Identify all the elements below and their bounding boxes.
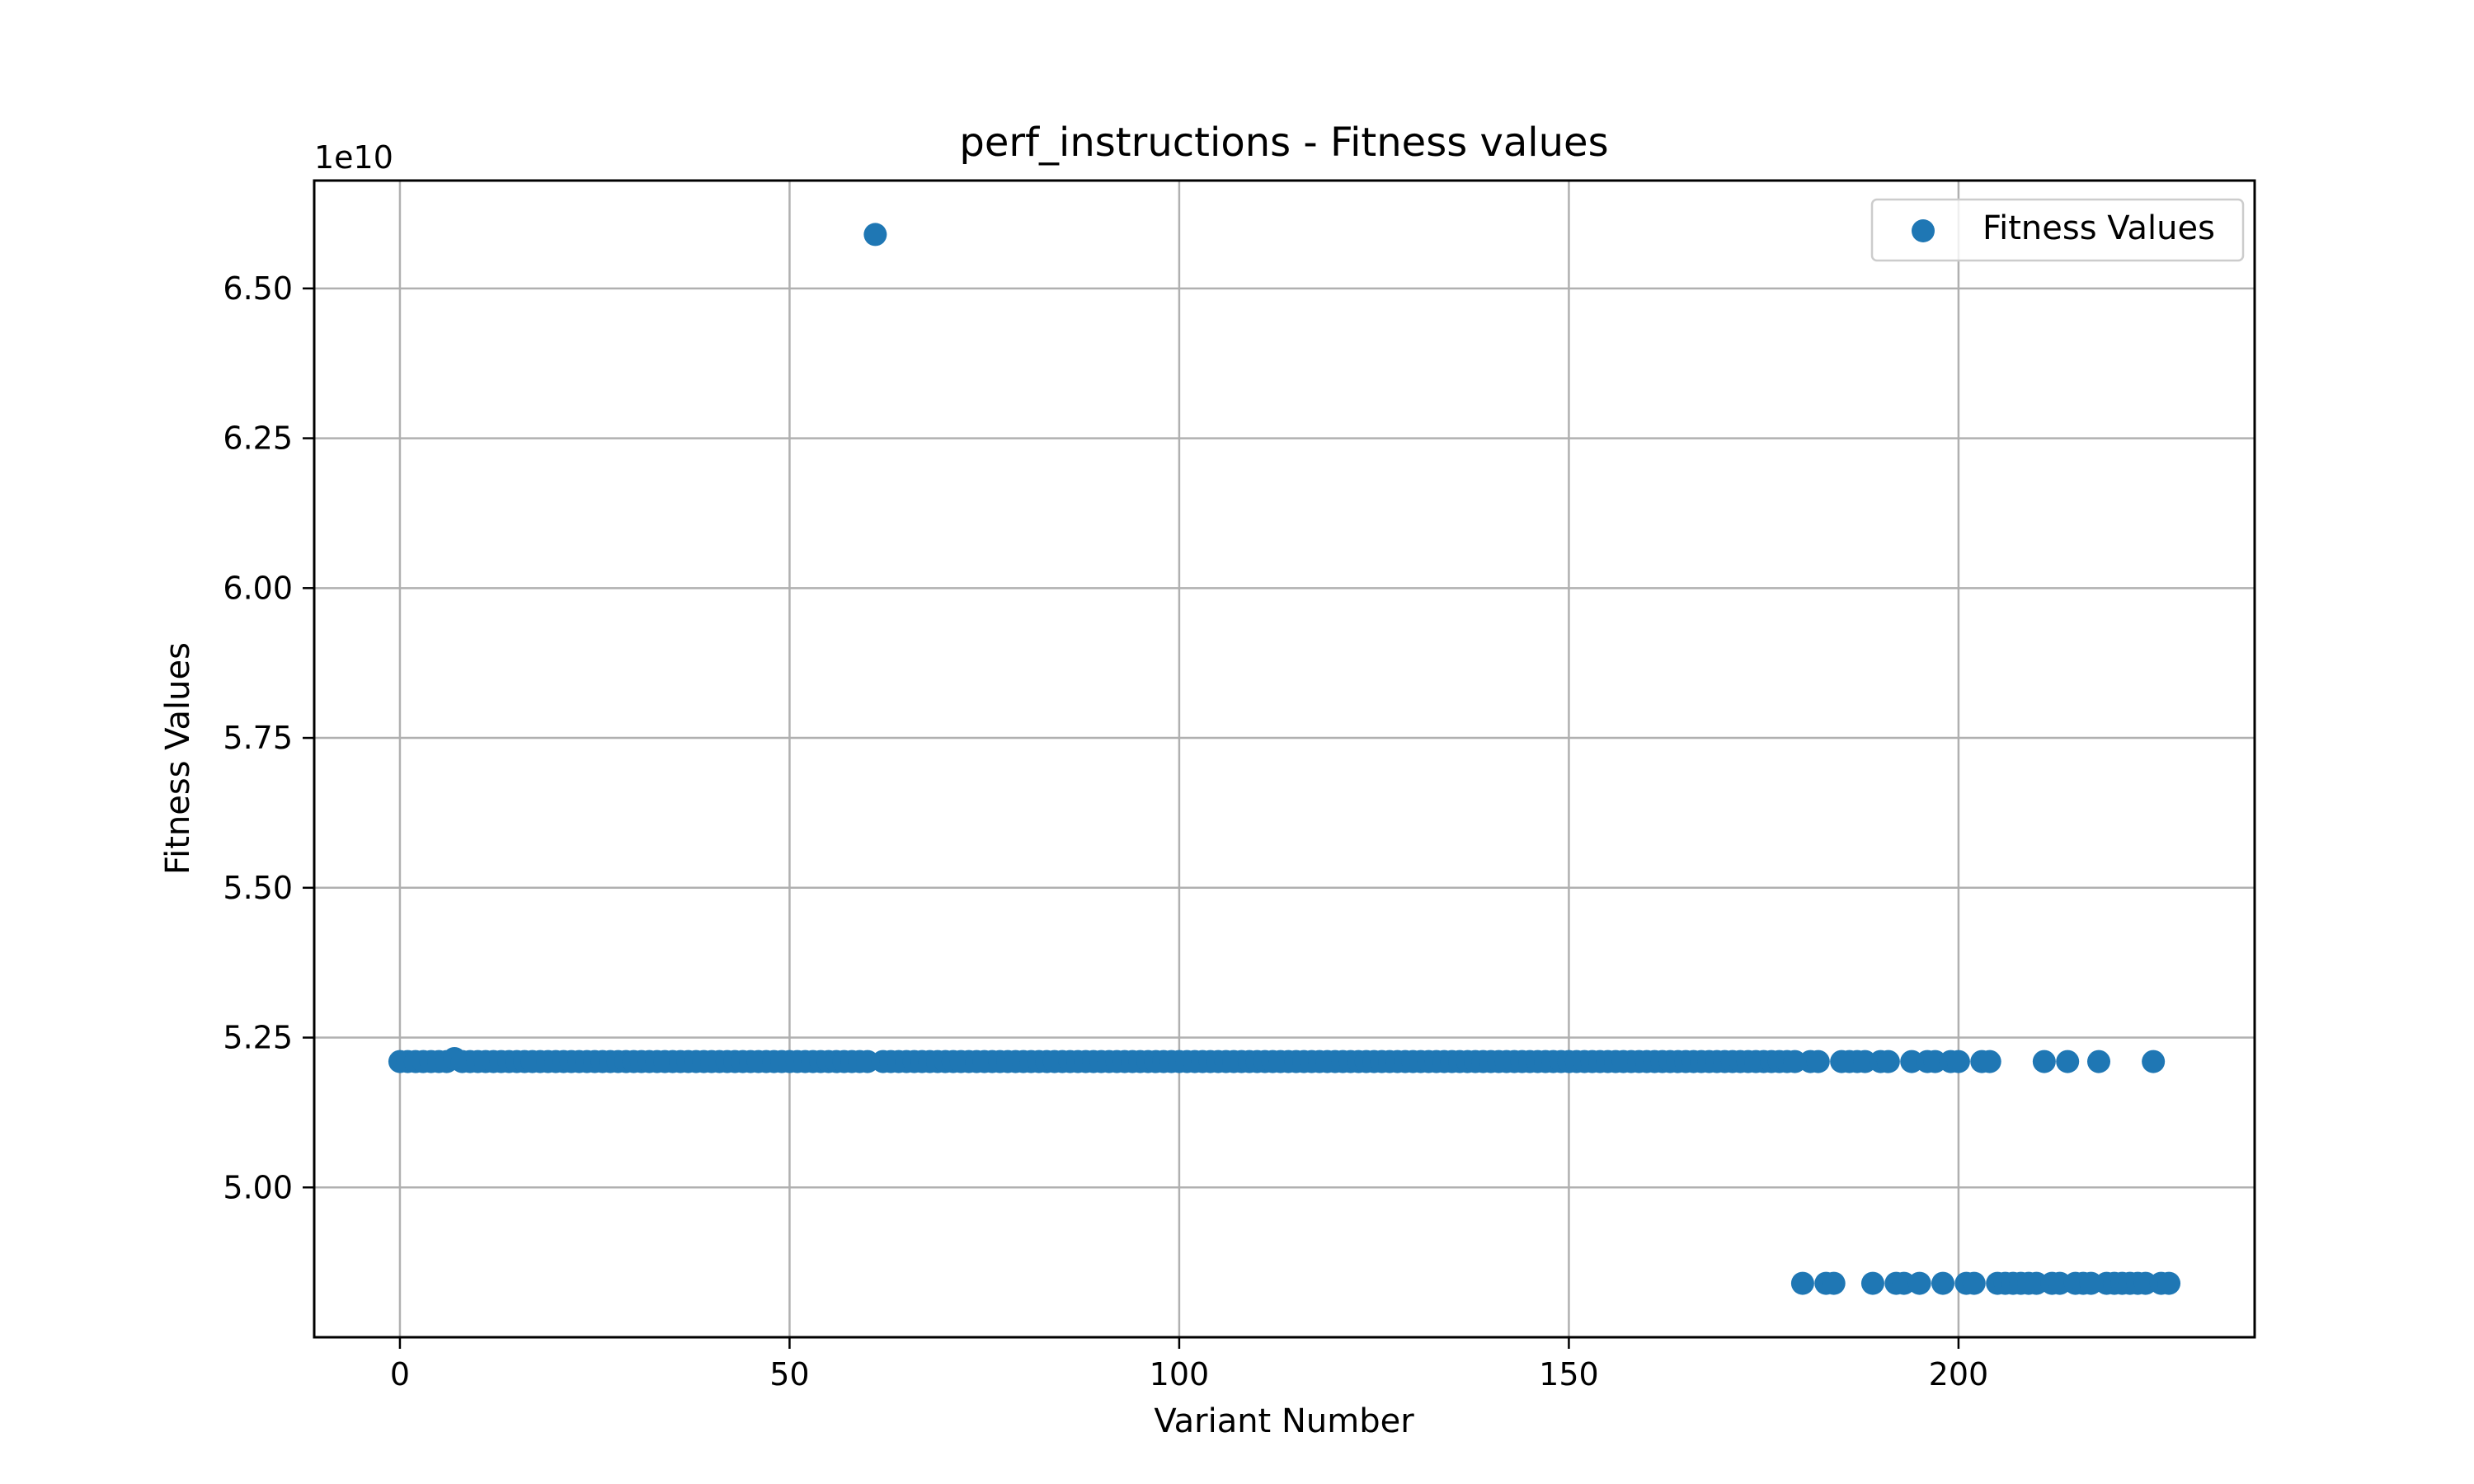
- data-point: [2056, 1050, 2080, 1073]
- data-point: [2157, 1271, 2181, 1295]
- data-point: [1790, 1271, 1814, 1295]
- data-point: [1822, 1271, 1846, 1295]
- y-tick-label: 6.25: [223, 420, 293, 457]
- data-point: [1946, 1050, 1970, 1073]
- data-point: [1907, 1271, 1931, 1295]
- data-point: [1978, 1050, 2001, 1073]
- grid-lines: [314, 181, 2255, 1337]
- data-point: [2032, 1050, 2056, 1073]
- x-tick-label: 200: [1929, 1356, 1989, 1392]
- legend: Fitness Values: [1870, 198, 2245, 262]
- data-point: [2087, 1050, 2111, 1073]
- y-tick-label: 5.50: [223, 870, 293, 906]
- data-point: [863, 223, 887, 247]
- y-tick-label: 6.50: [223, 270, 293, 307]
- data-point: [1876, 1050, 1900, 1073]
- data-point: [2142, 1050, 2166, 1073]
- legend-label: Fitness Values: [1982, 209, 2215, 247]
- legend-marker: [1912, 219, 1935, 242]
- axis-ticks: 0 50 100 150 200 5.00 5.25 5.50 5.75 6.00 6.25 6.50: [223, 270, 1988, 1392]
- y-tick-label: 5.75: [223, 720, 293, 756]
- legend-box: [1870, 198, 2245, 262]
- y-offset-label: 1e10: [314, 139, 393, 176]
- y-tick-label: 6.00: [223, 570, 293, 606]
- y-axis-label: Fitness Values: [159, 642, 197, 875]
- y-tick-label: 5.25: [223, 1020, 293, 1056]
- chart-title: perf_instructions - Fitness values: [959, 120, 1608, 166]
- x-tick-label: 0: [390, 1356, 410, 1392]
- x-tick-label: 50: [769, 1356, 809, 1392]
- x-tick-label: 150: [1539, 1356, 1599, 1392]
- axes-frame: [313, 179, 2256, 1339]
- y-tick-label: 5.00: [223, 1169, 293, 1205]
- x-axis-label: Variant Number: [1154, 1402, 1414, 1440]
- data-point: [1806, 1050, 1830, 1073]
- data-point: [1962, 1271, 1986, 1295]
- x-tick-label: 100: [1150, 1356, 1210, 1392]
- data-point: [1931, 1271, 1955, 1295]
- data-points: [388, 223, 2181, 1295]
- data-point: [1860, 1271, 1884, 1295]
